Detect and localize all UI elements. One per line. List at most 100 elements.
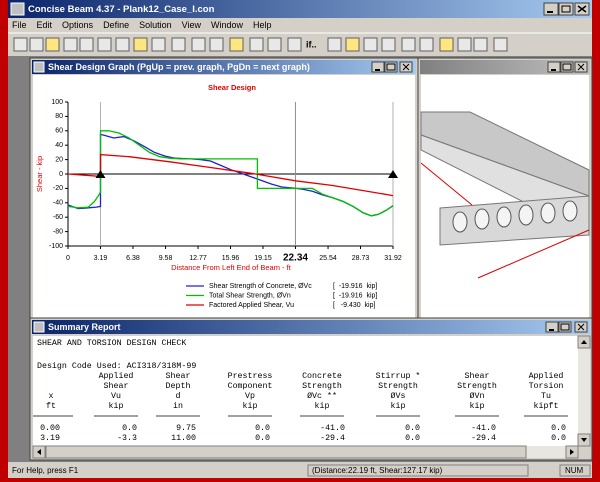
- toolbar-button[interactable]: [382, 38, 395, 51]
- column-header: Prestress: [228, 372, 273, 381]
- x-tick-label: 15.96: [222, 255, 240, 262]
- x-tick-label: 9.58: [159, 255, 173, 262]
- report-controls[interactable]: [546, 322, 587, 332]
- column-header: kipft: [534, 401, 559, 411]
- x-axis-label: Distance From Left End of Beam - ft: [171, 263, 292, 272]
- table-cell: -41.0: [320, 424, 345, 433]
- toolbar-button[interactable]: [210, 38, 223, 51]
- y-tick-label: -80: [53, 228, 63, 235]
- graph-icon: [34, 62, 44, 72]
- report-icon: [34, 322, 44, 332]
- legend-value: [ -19.916 kip]: [333, 283, 377, 290]
- toolbar-button[interactable]: [458, 38, 471, 51]
- x-tick-label: 25.54: [319, 255, 337, 262]
- column-header: kip: [243, 401, 258, 411]
- toolbar-button[interactable]: [152, 38, 165, 51]
- x-tick-label: 28.73: [352, 255, 370, 262]
- table-cell: 0.0: [405, 434, 420, 443]
- page: {"app": {"title": "Concise Beam 4.37 - P…: [0, 0, 600, 482]
- x-tick-label: 0: [66, 255, 70, 262]
- toolbar-button[interactable]: [172, 38, 185, 51]
- menu-bar: File Edit Options Define Solution View Window H…: [12, 20, 272, 30]
- toolbar-button[interactable]: [116, 38, 129, 51]
- report-hscroll[interactable]: [33, 446, 578, 458]
- legend-label: Factored Applied Shear, Vu: [209, 302, 294, 309]
- table-cell: -29.4: [471, 434, 496, 443]
- table-cell: 11.00: [171, 434, 196, 443]
- toolbar-button[interactable]: [268, 38, 281, 51]
- column-header: Tu: [541, 392, 551, 401]
- legend-value: [ -9.430 kip]: [333, 302, 375, 309]
- app-icon: [11, 3, 24, 15]
- menu-item[interactable]: File: [12, 20, 27, 30]
- x-tick-label: 19.15: [254, 255, 272, 262]
- column-header: ØVc **: [307, 391, 337, 401]
- legend-value: [ -19.916 kip]: [333, 292, 377, 299]
- report-window-title: Summary Report: [48, 322, 121, 332]
- menu-item[interactable]: Define: [103, 20, 129, 30]
- table-cell: 0.0: [551, 434, 566, 443]
- table-cell: -29.4: [320, 434, 345, 443]
- graph-controls[interactable]: [372, 62, 412, 72]
- toolbar-button[interactable]: [230, 38, 243, 51]
- column-header: ft: [46, 401, 56, 411]
- menu-item[interactable]: Edit: [37, 20, 53, 30]
- column-header: Shear: [465, 371, 490, 381]
- toolbar-button[interactable]: [98, 38, 111, 51]
- toolbar-button[interactable]: [14, 38, 27, 51]
- report-vscroll[interactable]: [578, 336, 590, 446]
- column-header: kip: [109, 401, 124, 411]
- toolbar-button[interactable]: [64, 38, 77, 51]
- table-cell: 9.75: [176, 424, 196, 433]
- column-header: Depth: [166, 381, 191, 391]
- toolbar-button[interactable]: [250, 38, 263, 51]
- menu-item[interactable]: View: [182, 20, 202, 30]
- toolbar-button[interactable]: [346, 38, 359, 51]
- menu-item[interactable]: Solution: [139, 20, 172, 30]
- toolbar: if..: [14, 38, 507, 51]
- toolbar-button[interactable]: [494, 38, 507, 51]
- toolbar-button[interactable]: [364, 38, 377, 51]
- column-header: ØVn: [470, 391, 485, 401]
- toolbar-button[interactable]: [192, 38, 205, 51]
- table-cell: 3.19: [40, 434, 60, 443]
- y-tick-label: -60: [53, 214, 63, 221]
- toolbar-button[interactable]: [134, 38, 147, 51]
- toolbar-button[interactable]: [328, 38, 341, 51]
- toolbar-button[interactable]: [402, 38, 415, 51]
- status-help: For Help, press F1: [12, 466, 79, 475]
- y-tick-label: 100: [51, 99, 63, 106]
- report-heading: SHEAR AND TORSION DESIGN CHECK: [37, 339, 186, 348]
- column-header: in: [173, 401, 183, 411]
- column-header: kip: [315, 401, 330, 411]
- view-controls[interactable]: [548, 62, 587, 72]
- x-tick-label: 12.77: [189, 255, 207, 262]
- app-controls[interactable]: [544, 3, 589, 15]
- screen: Concise Beam 4.37 - Plank12_Case_I.con F…: [0, 0, 600, 482]
- toolbar-button[interactable]: [46, 38, 59, 51]
- x-tick-label: 31.92: [384, 255, 402, 262]
- toolbar-button[interactable]: [440, 38, 453, 51]
- column-header: d: [176, 391, 181, 401]
- x-tick-label: 6.38: [126, 255, 140, 262]
- graph-window-title: Shear Design Graph (PgUp = prev. graph, …: [48, 62, 310, 72]
- toolbar-button[interactable]: [80, 38, 93, 51]
- table-cell: 0.0: [255, 434, 270, 443]
- menu-item[interactable]: Window: [211, 20, 244, 30]
- y-tick-label: -100: [49, 243, 63, 250]
- menu-item[interactable]: Options: [62, 20, 94, 30]
- app-title: Concise Beam 4.37 - Plank12_Case_I.con: [28, 4, 215, 15]
- legend-label: Shear Strength of Concrete, ØVc: [209, 283, 312, 290]
- column-header: Vp: [245, 392, 255, 401]
- status-indicator: NUM: [565, 466, 584, 475]
- column-header: Torsion: [529, 381, 564, 391]
- table-cell: -3.3: [117, 434, 137, 443]
- toolbar-button[interactable]: [474, 38, 487, 51]
- toolbar-button[interactable]: [420, 38, 433, 51]
- toolbar-button[interactable]: [30, 38, 43, 51]
- table-cell: 0.00: [40, 424, 60, 433]
- status-position: (Distance:22.19 ft, Shear:127.17 kip): [312, 466, 443, 475]
- menu-item[interactable]: Help: [253, 20, 272, 30]
- y-tick-label: 40: [55, 142, 63, 149]
- toolbar-button[interactable]: [288, 38, 301, 51]
